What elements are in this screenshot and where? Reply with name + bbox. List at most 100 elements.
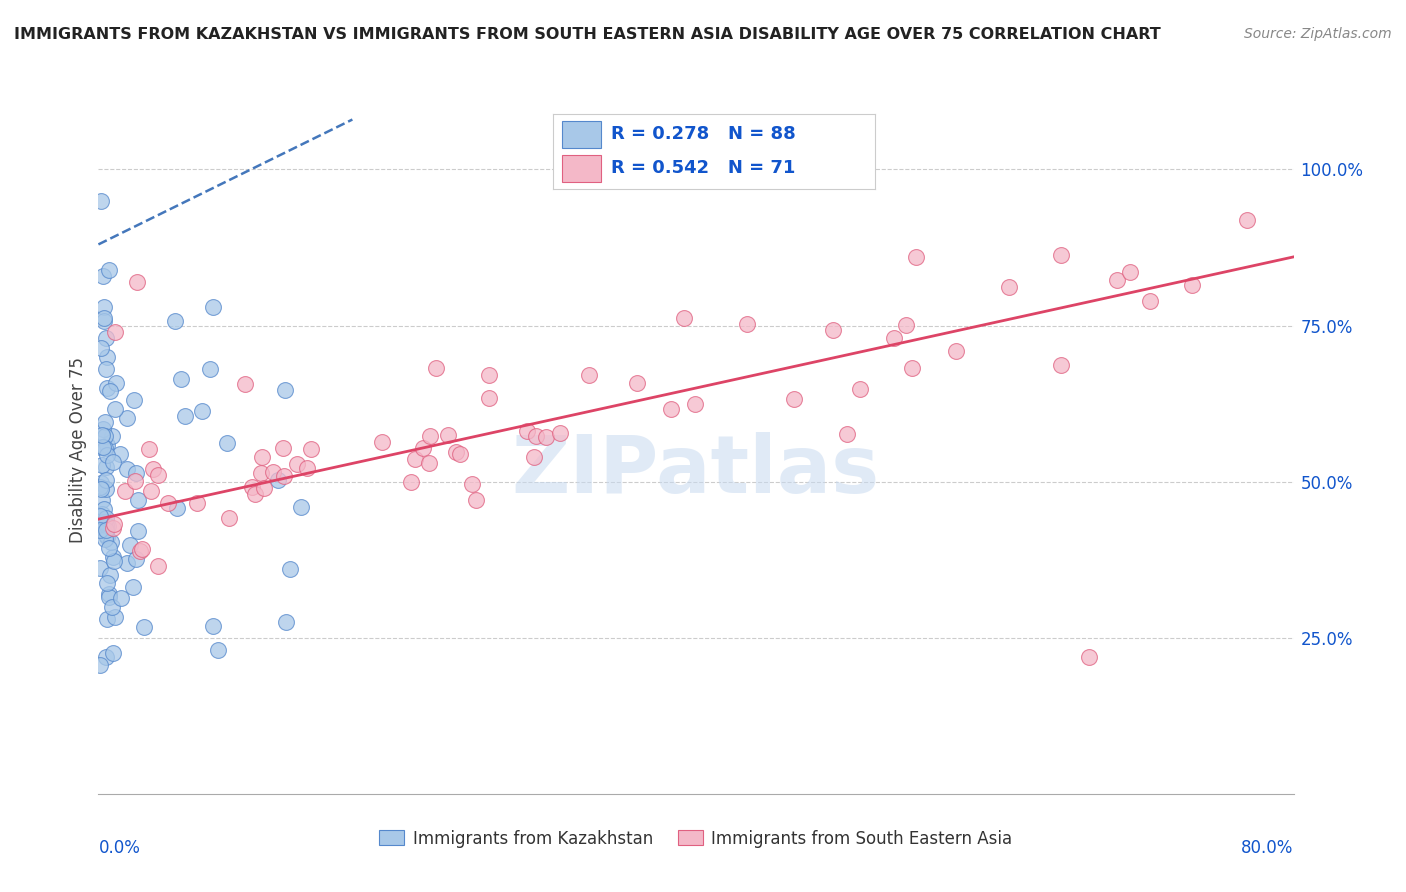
Point xyxy=(626,376,648,390)
Point xyxy=(97,587,120,601)
Point xyxy=(299,442,322,456)
Point xyxy=(91,268,114,283)
Point xyxy=(97,519,120,533)
Point xyxy=(115,462,138,476)
Legend: Immigrants from Kazakhstan, Immigrants from South Eastern Asia: Immigrants from Kazakhstan, Immigrants f… xyxy=(373,823,1019,855)
Point xyxy=(125,551,148,566)
Point xyxy=(186,496,208,510)
Point xyxy=(124,474,146,488)
Point xyxy=(115,556,138,570)
Point xyxy=(534,430,557,444)
Text: IMMIGRANTS FROM KAZAKHSTAN VS IMMIGRANTS FROM SOUTH EASTERN ASIA DISABILITY AGE : IMMIGRANTS FROM KAZAKHSTAN VS IMMIGRANTS… xyxy=(14,27,1161,42)
Point xyxy=(103,549,125,564)
Point xyxy=(131,541,153,556)
Point xyxy=(460,477,482,491)
Point xyxy=(127,492,149,507)
Point xyxy=(274,615,297,629)
Point xyxy=(273,468,295,483)
Point xyxy=(90,194,112,208)
Point xyxy=(524,429,547,443)
Point xyxy=(94,441,117,455)
Point xyxy=(94,331,117,345)
Point xyxy=(90,482,112,496)
Point xyxy=(141,483,163,498)
Text: 80.0%: 80.0% xyxy=(1241,838,1294,856)
Point xyxy=(138,442,160,456)
Point xyxy=(849,382,872,396)
Point xyxy=(89,508,111,523)
Point xyxy=(142,462,165,476)
Point xyxy=(94,473,117,487)
Text: Source: ZipAtlas.com: Source: ZipAtlas.com xyxy=(1244,27,1392,41)
Point xyxy=(94,511,117,525)
Point xyxy=(735,317,758,331)
Point xyxy=(148,559,170,574)
Point xyxy=(659,402,682,417)
Point xyxy=(1049,359,1071,373)
Point xyxy=(104,376,127,390)
Point xyxy=(412,441,434,455)
Point xyxy=(115,411,138,425)
Point xyxy=(243,486,266,500)
Point xyxy=(94,415,117,429)
Point xyxy=(134,620,156,634)
Point xyxy=(96,612,118,626)
Point xyxy=(94,528,117,542)
Point xyxy=(93,515,115,529)
Point xyxy=(945,343,967,358)
Point xyxy=(262,465,284,479)
Point xyxy=(129,543,152,558)
Point xyxy=(998,280,1021,294)
Point xyxy=(250,467,273,481)
Point xyxy=(371,435,394,450)
Point xyxy=(124,467,146,481)
Point xyxy=(516,425,538,439)
Point xyxy=(548,425,571,440)
Point xyxy=(271,441,294,455)
Point xyxy=(404,452,426,467)
Point xyxy=(90,507,112,521)
Point xyxy=(900,360,922,375)
Point xyxy=(98,568,122,582)
Point xyxy=(96,381,118,395)
Point xyxy=(399,475,422,490)
Point xyxy=(94,482,117,496)
Y-axis label: Disability Age Over 75: Disability Age Over 75 xyxy=(69,358,87,543)
Point xyxy=(97,591,120,605)
Point xyxy=(103,401,125,416)
Point xyxy=(896,318,918,333)
Point xyxy=(285,457,308,471)
Point xyxy=(89,561,111,575)
Point xyxy=(98,263,121,277)
Point xyxy=(103,516,125,531)
Point xyxy=(418,456,440,470)
Point xyxy=(101,599,124,614)
Point xyxy=(1139,293,1161,308)
Point xyxy=(96,530,118,544)
Text: ZIPatlas: ZIPatlas xyxy=(512,432,880,510)
Point xyxy=(1236,212,1258,227)
Point xyxy=(425,360,447,375)
Point xyxy=(523,450,546,465)
Point xyxy=(90,475,112,490)
Point xyxy=(290,500,312,515)
Point xyxy=(578,368,600,382)
Point xyxy=(94,362,117,376)
Point xyxy=(174,409,197,424)
Point xyxy=(266,473,288,487)
Point xyxy=(98,541,121,556)
Point xyxy=(120,538,142,552)
Point xyxy=(89,524,111,538)
Point xyxy=(94,523,117,537)
Point xyxy=(94,533,117,547)
Point xyxy=(125,275,148,289)
Point xyxy=(93,300,115,314)
Point xyxy=(1119,264,1142,278)
Point xyxy=(91,493,114,508)
Point xyxy=(104,325,127,339)
Point xyxy=(465,493,488,508)
Point xyxy=(90,428,112,442)
Point xyxy=(165,314,187,328)
Point xyxy=(905,250,928,264)
Point xyxy=(122,393,145,408)
